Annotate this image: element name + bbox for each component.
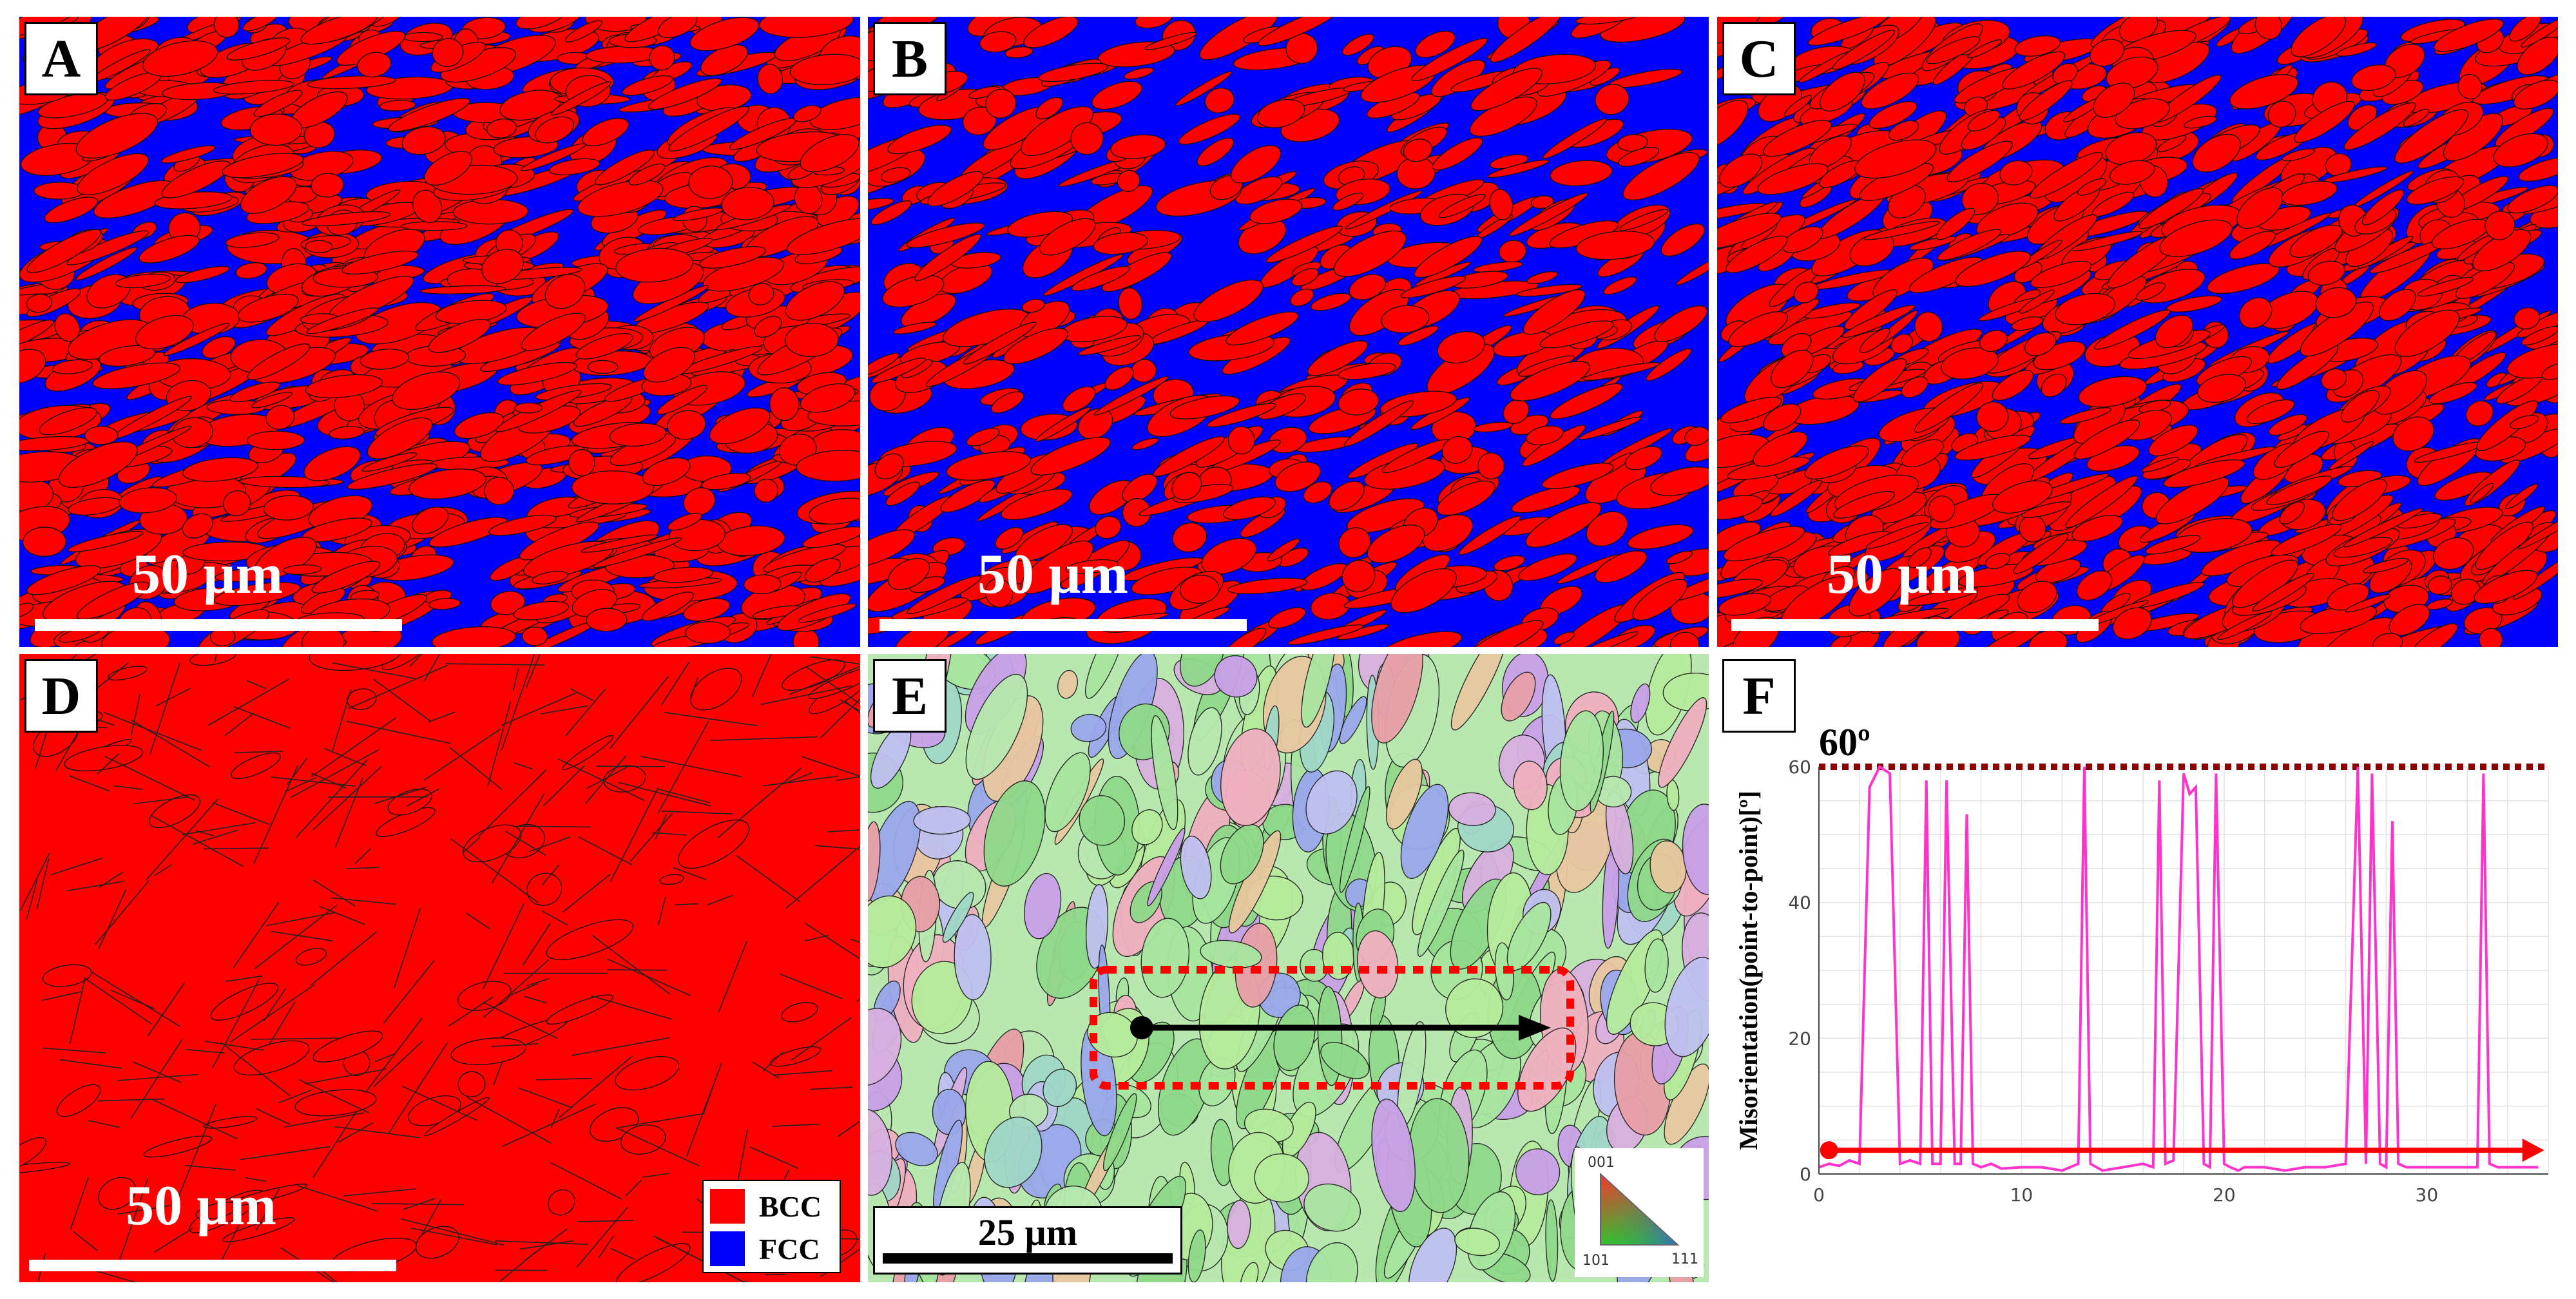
- misorientation-chart: 0 10 20 30 0 20 40 60 Misorientation(point-to-…: [1734, 721, 2549, 1206]
- panel-a-phase-map: A 50 µm: [19, 17, 860, 647]
- x-tick-label: 20: [2213, 1184, 2236, 1206]
- legend-label-bcc: BCC: [759, 1189, 822, 1223]
- scale-label-e: 25 µm: [977, 1211, 1078, 1253]
- profile-arrow-head: [2522, 1139, 2544, 1162]
- phase-map-a: [19, 17, 860, 647]
- ipf-label-111: 111: [1671, 1251, 1698, 1267]
- scale-bar-a: [35, 619, 402, 631]
- panel-letter-e: E: [873, 659, 947, 733]
- x-tick-label: 30: [2416, 1184, 2439, 1206]
- profile-start-dot: [1820, 1141, 1838, 1160]
- scale-label-d: 50 µm: [126, 1175, 277, 1237]
- panel-f-misorientation-chart: 0 10 20 30 0 20 40 60 Misorientation(point-to-…: [1717, 654, 2558, 1282]
- panel-d-phase-map: D 50 µm BCC FCC: [19, 654, 860, 1282]
- scale-bar-e: [883, 1253, 1173, 1264]
- ipf-color-key: 001 101 111: [1575, 1148, 1704, 1277]
- phase-map-b: [868, 17, 1709, 647]
- legend-swatch-fcc: [709, 1230, 746, 1267]
- phase-map-d: [19, 654, 860, 1282]
- x-tick-label: 0: [1813, 1184, 1825, 1206]
- scale-label-c: 50 µm: [1827, 543, 1978, 606]
- legend-item-bcc: BCC: [709, 1188, 822, 1225]
- legend-label-fcc: FCC: [759, 1232, 820, 1265]
- ipf-triangle-icon: [1600, 1172, 1680, 1246]
- x-tick-label: 10: [2010, 1184, 2033, 1206]
- scale-bar-c: [1731, 619, 2099, 631]
- y-tick-label: 0: [1800, 1164, 1811, 1185]
- annotation-60-degrees: 60º: [1819, 721, 1870, 764]
- scale-box-e: 25 µm: [873, 1206, 1182, 1275]
- phase-legend: BCC FCC: [702, 1180, 841, 1273]
- y-tick-labels: 0 20 40 60: [1788, 756, 1811, 1185]
- y-tick-label: 40: [1788, 892, 1811, 914]
- ipf-orientation-map: [868, 654, 1709, 1282]
- profile-start-point: [1130, 1016, 1153, 1039]
- y-tick-label: 60: [1788, 756, 1811, 778]
- x-tick-labels: 0 10 20 30: [1813, 1184, 2438, 1206]
- misorientation-series-line: [1818, 765, 2539, 1172]
- panel-e-ipf-map: E 25 µm 001 101 111: [868, 654, 1709, 1282]
- ipf-label-101: 101: [1582, 1253, 1610, 1269]
- scale-bar-b: [879, 619, 1247, 631]
- panel-letter-a: A: [24, 22, 98, 95]
- panel-c-phase-map: C 50 µm: [1717, 17, 2558, 647]
- chart-axes: [1818, 767, 2548, 1175]
- legend-item-fcc: FCC: [709, 1230, 820, 1267]
- legend-swatch-bcc: [709, 1188, 746, 1225]
- panel-letter-d: D: [24, 659, 98, 733]
- panel-letter-b: B: [873, 22, 947, 95]
- roi-dashed-box: [1090, 966, 1574, 1090]
- ipf-label-001: 001: [1588, 1155, 1615, 1171]
- y-tick-label: 20: [1788, 1028, 1811, 1049]
- scale-label-b: 50 µm: [977, 543, 1129, 606]
- profile-arrow-head-black: [1519, 1015, 1551, 1041]
- panel-letter-f: F: [1722, 659, 1796, 733]
- y-axis-label: Misorientation(point-to-point)[º]: [1734, 791, 1763, 1150]
- panel-letter-c: C: [1722, 22, 1796, 95]
- panel-b-phase-map: B 50 µm: [868, 17, 1709, 647]
- scale-label-a: 50 µm: [132, 543, 284, 606]
- scale-bar-d: [29, 1260, 396, 1271]
